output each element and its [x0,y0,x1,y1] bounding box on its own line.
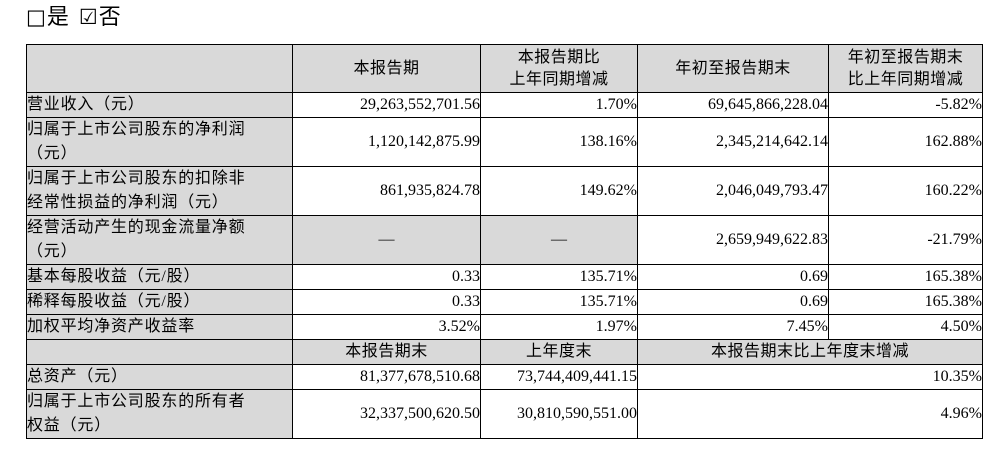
header-ytd-change: 年初至报告期末 比上年同期增减 [828,44,983,93]
header-period-end: 本报告期末 [292,339,481,365]
cell-ytd: 2,659,949,622.83 [637,215,829,265]
cell-ytd-change: 165.38% [828,289,983,315]
header-yoy-change: 本报告期比 上年同期增减 [480,44,638,93]
header-corner-cell [26,44,293,93]
checked-checkbox-icon: ☑ [78,5,99,29]
cell-period-end-change: 10.35% [637,364,983,390]
table-row: 归属于上市公司股东的所有者 权益（元） 32,337,500,620.50 30… [26,389,983,439]
table-row: 经营活动产生的现金流量净额 （元） — — 2,659,949,622.83 -… [26,215,983,265]
table-header-row-2: 本报告期末 上年度末 本报告期末比上年度末增减 [26,339,983,365]
cell-current-period: 861,935,824.78 [292,166,481,216]
cell-prior-year-end: 30,810,590,551.00 [480,389,638,439]
cell-ytd-change: 4.50% [828,314,983,340]
cell-ytd-change: -21.79% [828,215,983,265]
table-row: 稀释每股收益（元/股） 0.33 135.71% 0.69 165.38% [26,289,983,315]
cell-ytd: 7.45% [637,314,829,340]
yes-label: 是 [46,4,70,29]
header-period-end-change: 本报告期末比上年度末增减 [637,339,983,365]
table-row: 归属于上市公司股东的扣除非 经常性损益的净利润（元） 861,935,824.7… [26,166,983,216]
header-corner-cell [26,339,293,365]
unchecked-checkbox-icon: □ [26,5,47,29]
cell-yoy-change: 1.70% [480,92,638,118]
cell-ytd-change: -5.82% [828,92,983,118]
cell-yoy-change-na: — [480,215,638,265]
cell-period-end-change: 4.96% [637,389,983,439]
cell-ytd-change: 160.22% [828,166,983,216]
row-label: 基本每股收益（元/股） [26,264,293,290]
row-label: 归属于上市公司股东的净利润 （元） [26,117,293,167]
table-header-row: 本报告期 本报告期比 上年同期增减 年初至报告期末 年初至报告期末 比上年同期增… [26,44,983,93]
header-ytd: 年初至报告期末 [637,44,829,93]
table-row: 归属于上市公司股东的净利润 （元） 1,120,142,875.99 138.1… [26,117,983,167]
key-financials-table: 本报告期 本报告期比 上年同期增减 年初至报告期末 年初至报告期末 比上年同期增… [26,44,983,439]
row-label: 稀释每股收益（元/股） [26,289,293,315]
row-label: 归属于上市公司股东的所有者 权益（元） [26,389,293,439]
row-label: 归属于上市公司股东的扣除非 经常性损益的净利润（元） [26,166,293,216]
cell-period-end: 32,337,500,620.50 [292,389,481,439]
cell-yoy-change: 135.71% [480,264,638,290]
cell-yoy-change: 138.16% [480,117,638,167]
cell-yoy-change: 135.71% [480,289,638,315]
cell-period-end: 81,377,678,510.68 [292,364,481,390]
table-row: 基本每股收益（元/股） 0.33 135.71% 0.69 165.38% [26,264,983,290]
cell-current-period: 0.33 [292,264,481,290]
header-current-period: 本报告期 [292,44,481,93]
row-label: 经营活动产生的现金流量净额 （元） [26,215,293,265]
table-row: 总资产（元） 81,377,678,510.68 73,744,409,441.… [26,364,983,390]
row-label: 营业收入（元） [26,92,293,118]
table-row: 营业收入（元） 29,263,552,701.56 1.70% 69,645,8… [26,92,983,118]
cell-current-period: 29,263,552,701.56 [292,92,481,118]
cell-ytd: 0.69 [637,264,829,290]
cell-prior-year-end: 73,744,409,441.15 [480,364,638,390]
cell-current-period-na: — [292,215,481,265]
row-label: 加权平均净资产收益率 [26,314,293,340]
cell-ytd-change: 165.38% [828,264,983,290]
row-label: 总资产（元） [26,364,293,390]
cell-yoy-change: 149.62% [480,166,638,216]
cell-ytd: 2,345,214,642.14 [637,117,829,167]
cell-current-period: 3.52% [292,314,481,340]
table-row: 加权平均净资产收益率 3.52% 1.97% 7.45% 4.50% [26,314,983,340]
cell-ytd: 2,046,049,793.47 [637,166,829,216]
cell-current-period: 0.33 [292,289,481,315]
yes-no-prompt: □是 ☑否 [26,2,122,32]
cell-current-period: 1,120,142,875.99 [292,117,481,167]
header-prior-year-end: 上年度末 [480,339,638,365]
no-label: 否 [98,4,122,29]
cell-ytd: 0.69 [637,289,829,315]
cell-yoy-change: 1.97% [480,314,638,340]
cell-ytd-change: 162.88% [828,117,983,167]
cell-ytd: 69,645,866,228.04 [637,92,829,118]
